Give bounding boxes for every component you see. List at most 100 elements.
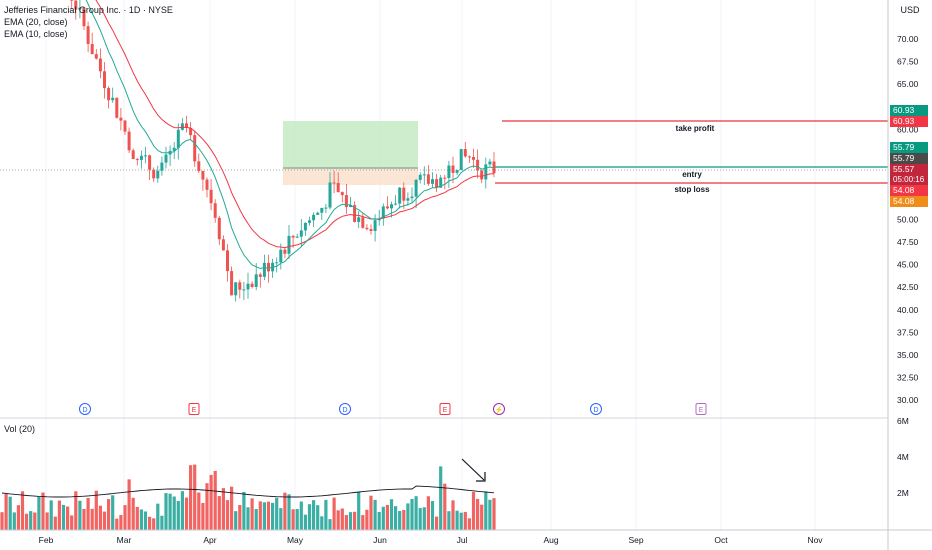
volume-bar <box>25 513 29 530</box>
take-profit-zone[interactable] <box>283 121 418 169</box>
volume-bar <box>410 499 414 530</box>
candle <box>238 282 242 290</box>
candle <box>115 97 119 118</box>
candle <box>344 195 348 208</box>
candle <box>209 189 213 204</box>
volume-bar <box>484 491 488 530</box>
candle <box>283 249 287 254</box>
volume-bar <box>115 518 119 530</box>
volume-bar <box>463 511 467 530</box>
volume-bar <box>447 511 451 530</box>
tp-green-tag: 60.93 <box>890 105 928 116</box>
event-marker-earnings[interactable]: E <box>439 403 451 415</box>
candle <box>172 147 176 151</box>
volume-bar <box>135 506 139 530</box>
ema-10-legend[interactable]: EMA (10, close) <box>4 29 68 39</box>
volume-bar <box>279 508 283 530</box>
volume-bar <box>160 515 164 530</box>
volume-bar <box>365 509 369 530</box>
candle <box>422 174 426 176</box>
candle <box>340 192 344 196</box>
event-marker-earnings-upcoming[interactable]: E <box>695 403 707 415</box>
volume-bar <box>131 497 135 530</box>
candle <box>476 159 480 171</box>
volume-bar <box>201 502 205 530</box>
candle <box>103 71 106 89</box>
symbol-title[interactable]: Jefferies Financial Group Inc. · 1D · NY… <box>4 5 173 15</box>
entry-label[interactable]: entry <box>682 170 702 179</box>
candle <box>250 283 254 287</box>
candle <box>135 159 139 161</box>
currency-label[interactable]: USD <box>900 5 920 15</box>
volume-bar <box>172 496 176 530</box>
volume-bar <box>373 499 377 530</box>
volume-bar <box>451 500 455 530</box>
volume-bar <box>488 499 492 530</box>
volume-bar <box>394 506 398 530</box>
volume-bar <box>176 500 180 530</box>
time-axis-label: Mar <box>117 535 132 545</box>
price-axis-label: 32.50 <box>897 372 919 382</box>
time-axis-label: Aug <box>543 535 558 545</box>
volume-bar <box>0 512 4 530</box>
candle <box>189 127 193 136</box>
ema-20-line <box>95 0 495 249</box>
time-axis-label: Jun <box>373 535 387 545</box>
candle <box>398 187 402 204</box>
price-axis-label: 30.00 <box>897 395 919 405</box>
candle <box>492 161 496 174</box>
candle <box>435 179 439 188</box>
volume-bar <box>230 486 234 530</box>
take-profit-label[interactable]: take profit <box>675 124 715 133</box>
volume-bar <box>70 515 74 530</box>
arrow-annotation[interactable] <box>461 458 486 482</box>
volume-bar <box>148 516 152 530</box>
candle <box>308 220 311 223</box>
volume-bar <box>156 503 160 530</box>
candle <box>402 187 406 201</box>
candle <box>451 165 455 173</box>
volume-bar <box>320 516 324 530</box>
volume-bar <box>189 465 193 530</box>
candle <box>439 177 443 188</box>
volume-bar <box>209 474 213 530</box>
volume-bar <box>123 505 127 530</box>
volume-bar <box>41 492 45 530</box>
event-marker-split[interactable]: ⚡ <box>493 403 505 415</box>
volume-bar <box>262 502 266 530</box>
volume-bar <box>361 515 365 530</box>
volume-bar <box>168 493 172 530</box>
candle <box>226 250 229 272</box>
volume-bar <box>213 470 217 530</box>
candle <box>185 123 188 128</box>
volume-bar <box>369 495 373 530</box>
volume-bar <box>435 516 439 530</box>
time-axis-label: Nov <box>807 535 823 545</box>
volume-bar <box>221 488 225 530</box>
price-axis-label: 40.00 <box>897 305 919 315</box>
event-marker-dividend[interactable]: D <box>590 403 602 415</box>
volume-bar <box>299 501 303 530</box>
candle <box>262 262 266 277</box>
candle <box>480 170 484 180</box>
event-marker-dividend[interactable]: D <box>339 403 351 415</box>
stop-loss-zone[interactable] <box>283 169 418 185</box>
candle <box>406 198 410 201</box>
volume-legend[interactable]: Vol (20) <box>4 424 36 434</box>
event-marker-dividend[interactable]: D <box>79 403 91 415</box>
candle <box>152 169 156 179</box>
svg-text:E: E <box>443 407 448 414</box>
volume-bar <box>139 509 143 530</box>
ema-20-legend[interactable]: EMA (20, close) <box>4 17 68 27</box>
stop-loss-label[interactable]: stop loss <box>674 185 710 194</box>
volume-bar <box>250 498 254 530</box>
volume-bar <box>480 504 484 530</box>
volume-bar <box>328 519 332 530</box>
candle <box>164 154 168 163</box>
chart-legend: Jefferies Financial Group Inc. · 1D · NY… <box>4 4 173 40</box>
volume-bar <box>291 509 295 530</box>
volume-bar <box>29 511 33 530</box>
event-marker-earnings[interactable]: E <box>188 403 200 415</box>
candle <box>328 182 332 208</box>
